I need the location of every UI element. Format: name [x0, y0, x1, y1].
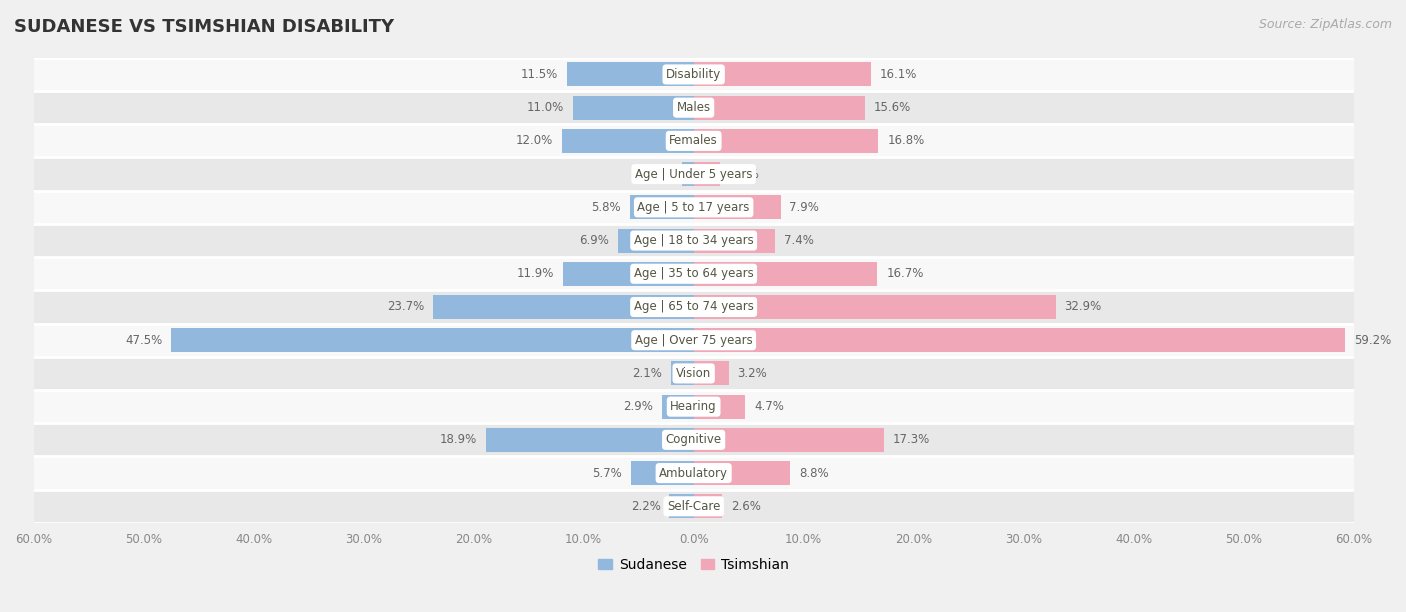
- Bar: [34, 157, 1354, 191]
- Text: 2.9%: 2.9%: [623, 400, 652, 413]
- Bar: [693, 162, 720, 186]
- Text: 3.2%: 3.2%: [738, 367, 768, 380]
- Text: 5.8%: 5.8%: [592, 201, 621, 214]
- Legend: Sudanese, Tsimshian: Sudanese, Tsimshian: [598, 558, 789, 572]
- Bar: [693, 461, 790, 485]
- Text: 5.7%: 5.7%: [592, 466, 621, 480]
- Text: 2.2%: 2.2%: [631, 500, 661, 513]
- Bar: [34, 324, 1354, 357]
- Bar: [562, 262, 693, 286]
- Text: Age | Over 75 years: Age | Over 75 years: [634, 334, 752, 347]
- Text: 1.1%: 1.1%: [643, 168, 672, 181]
- Text: Ambulatory: Ambulatory: [659, 466, 728, 480]
- Text: 16.1%: 16.1%: [880, 68, 917, 81]
- Bar: [693, 428, 884, 452]
- Text: 47.5%: 47.5%: [125, 334, 162, 347]
- Bar: [34, 124, 1354, 157]
- Bar: [34, 390, 1354, 424]
- Text: Age | Under 5 years: Age | Under 5 years: [636, 168, 752, 181]
- Text: 23.7%: 23.7%: [387, 300, 425, 313]
- Bar: [567, 62, 693, 86]
- Text: 2.4%: 2.4%: [728, 168, 759, 181]
- Text: 8.8%: 8.8%: [799, 466, 830, 480]
- Bar: [630, 195, 693, 219]
- Bar: [682, 162, 693, 186]
- Bar: [693, 229, 775, 253]
- Bar: [34, 91, 1354, 124]
- Bar: [617, 229, 693, 253]
- Bar: [693, 494, 723, 518]
- Bar: [669, 494, 693, 518]
- Bar: [693, 362, 728, 386]
- Bar: [693, 328, 1346, 352]
- Text: 16.8%: 16.8%: [887, 135, 925, 147]
- Bar: [693, 62, 870, 86]
- Bar: [34, 58, 1354, 91]
- Text: Cognitive: Cognitive: [665, 433, 721, 446]
- Bar: [693, 129, 879, 153]
- Text: 4.7%: 4.7%: [754, 400, 785, 413]
- Text: 32.9%: 32.9%: [1064, 300, 1102, 313]
- Text: 11.0%: 11.0%: [527, 101, 564, 114]
- Bar: [34, 224, 1354, 257]
- Text: Vision: Vision: [676, 367, 711, 380]
- Text: 15.6%: 15.6%: [875, 101, 911, 114]
- Text: 17.3%: 17.3%: [893, 433, 929, 446]
- Text: Hearing: Hearing: [671, 400, 717, 413]
- Bar: [671, 362, 693, 386]
- Text: SUDANESE VS TSIMSHIAN DISABILITY: SUDANESE VS TSIMSHIAN DISABILITY: [14, 18, 394, 36]
- Bar: [693, 262, 877, 286]
- Text: 59.2%: 59.2%: [1354, 334, 1391, 347]
- Bar: [693, 295, 1056, 319]
- Text: 7.4%: 7.4%: [785, 234, 814, 247]
- Bar: [34, 357, 1354, 390]
- Bar: [34, 191, 1354, 224]
- Text: Females: Females: [669, 135, 718, 147]
- Bar: [433, 295, 693, 319]
- Text: Age | 65 to 74 years: Age | 65 to 74 years: [634, 300, 754, 313]
- Text: 12.0%: 12.0%: [516, 135, 553, 147]
- Text: 6.9%: 6.9%: [579, 234, 609, 247]
- Text: Age | 5 to 17 years: Age | 5 to 17 years: [637, 201, 749, 214]
- Bar: [34, 457, 1354, 490]
- Bar: [693, 395, 745, 419]
- Text: 11.9%: 11.9%: [516, 267, 554, 280]
- Text: Self-Care: Self-Care: [666, 500, 720, 513]
- Text: 11.5%: 11.5%: [522, 68, 558, 81]
- Bar: [572, 95, 693, 119]
- Bar: [34, 424, 1354, 457]
- Bar: [631, 461, 693, 485]
- Bar: [34, 257, 1354, 290]
- Text: Age | 35 to 64 years: Age | 35 to 64 years: [634, 267, 754, 280]
- Text: 18.9%: 18.9%: [440, 433, 477, 446]
- Bar: [693, 195, 780, 219]
- Bar: [561, 129, 693, 153]
- Text: Males: Males: [676, 101, 710, 114]
- Bar: [662, 395, 693, 419]
- Text: Age | 18 to 34 years: Age | 18 to 34 years: [634, 234, 754, 247]
- Text: 16.7%: 16.7%: [886, 267, 924, 280]
- Bar: [34, 290, 1354, 324]
- Text: Disability: Disability: [666, 68, 721, 81]
- Text: Source: ZipAtlas.com: Source: ZipAtlas.com: [1258, 18, 1392, 31]
- Bar: [172, 328, 693, 352]
- Text: 2.6%: 2.6%: [731, 500, 761, 513]
- Text: 7.9%: 7.9%: [789, 201, 820, 214]
- Bar: [693, 95, 865, 119]
- Bar: [34, 490, 1354, 523]
- Bar: [485, 428, 693, 452]
- Text: 2.1%: 2.1%: [631, 367, 662, 380]
